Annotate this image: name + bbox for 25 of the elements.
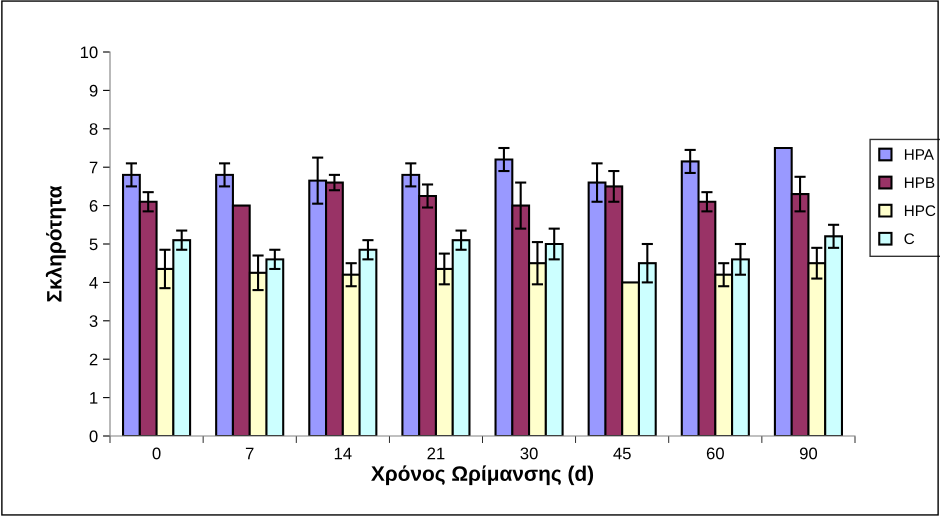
legend-label: HPC bbox=[904, 205, 936, 216]
y-tick-label: 6 bbox=[90, 200, 98, 212]
y-tick-label: 10 bbox=[80, 46, 98, 58]
y-tick-label: 9 bbox=[90, 84, 98, 97]
x-tick-label: 14 bbox=[334, 448, 352, 460]
legend-label: C bbox=[904, 233, 914, 244]
y-tick-label: 3 bbox=[90, 315, 98, 328]
y-tick-label: 1 bbox=[90, 392, 98, 404]
x-tick-label: 0 bbox=[152, 448, 161, 460]
y-tick-label: 7 bbox=[90, 162, 98, 174]
y-tick-label: 8 bbox=[90, 123, 98, 136]
x-tick-label: 90 bbox=[800, 448, 818, 460]
x-axis-title: Χρόνος Ωρίμανσης (d) bbox=[371, 465, 594, 486]
x-tick-label: 21 bbox=[428, 448, 444, 460]
x-tick-label: 7 bbox=[246, 448, 254, 460]
x-tick-label: 60 bbox=[706, 448, 724, 460]
legend-label: HPB bbox=[904, 177, 934, 188]
y-tick-label: 2 bbox=[90, 354, 98, 366]
y-axis-title: Σκληρότητα bbox=[46, 186, 66, 302]
x-tick-label: 30 bbox=[520, 448, 538, 460]
x-tick-label: 45 bbox=[613, 448, 631, 460]
y-tick-label: 4 bbox=[89, 276, 98, 288]
y-tick-label: 0 bbox=[90, 430, 98, 442]
legend-label: HPA bbox=[904, 149, 934, 160]
y-tick-label: 5 bbox=[90, 238, 98, 250]
